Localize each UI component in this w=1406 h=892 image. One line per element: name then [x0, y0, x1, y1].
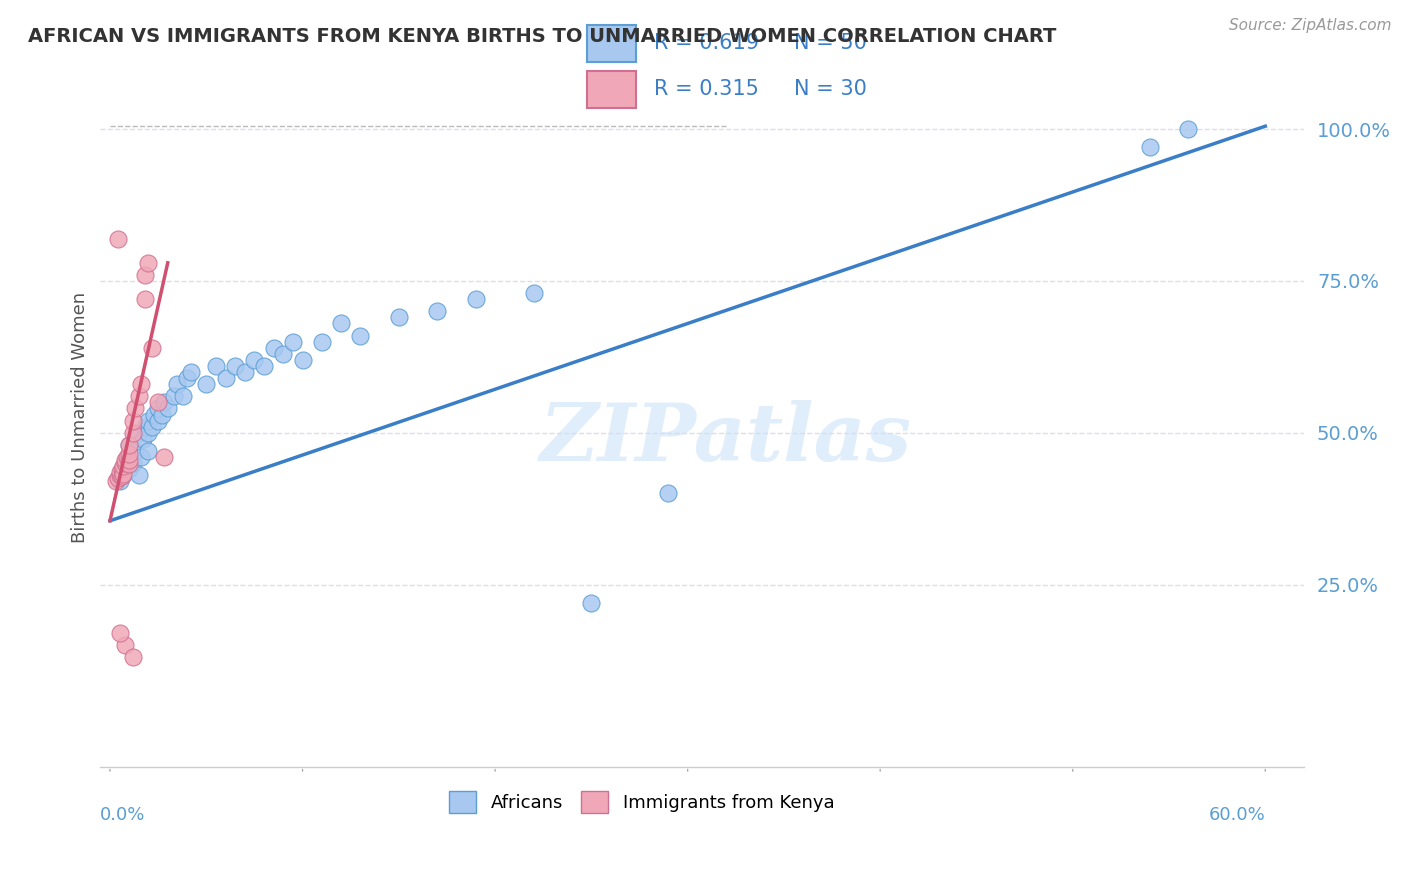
- Point: [124, 444, 146, 458]
- Point: [141, 419, 163, 434]
- Point: [172, 389, 194, 403]
- Point: [128, 425, 150, 440]
- Point: [156, 401, 179, 416]
- Point: [108, 468, 131, 483]
- Point: [195, 377, 218, 392]
- Text: R = 0.315: R = 0.315: [654, 79, 759, 100]
- Point: [214, 371, 236, 385]
- Point: [110, 462, 132, 476]
- Point: [146, 401, 169, 416]
- Point: [104, 475, 127, 489]
- Point: [112, 459, 135, 474]
- FancyBboxPatch shape: [586, 25, 636, 62]
- Point: [112, 468, 135, 483]
- Point: [349, 328, 371, 343]
- FancyBboxPatch shape: [586, 70, 636, 108]
- Point: [143, 408, 166, 422]
- Point: [1177, 122, 1199, 136]
- Point: [253, 359, 276, 373]
- Point: [146, 414, 169, 428]
- Point: [128, 389, 150, 403]
- Point: [243, 352, 266, 367]
- Point: [118, 438, 141, 452]
- Point: [107, 231, 129, 245]
- Point: [263, 341, 285, 355]
- Point: [122, 425, 145, 440]
- Point: [464, 292, 486, 306]
- Text: AFRICAN VS IMMIGRANTS FROM KENYA BIRTHS TO UNMARRIED WOMEN CORRELATION CHART: AFRICAN VS IMMIGRANTS FROM KENYA BIRTHS …: [28, 27, 1056, 45]
- Point: [129, 450, 152, 464]
- Point: [132, 432, 155, 446]
- Point: [180, 365, 202, 379]
- Point: [134, 268, 156, 282]
- Point: [108, 465, 131, 479]
- Point: [426, 304, 449, 318]
- Text: Source: ZipAtlas.com: Source: ZipAtlas.com: [1229, 18, 1392, 33]
- Point: [124, 401, 146, 416]
- Text: 60.0%: 60.0%: [1209, 806, 1265, 824]
- Y-axis label: Births to Unmarried Women: Births to Unmarried Women: [72, 292, 89, 543]
- Point: [118, 447, 141, 461]
- Point: [114, 453, 136, 467]
- Point: [153, 395, 176, 409]
- Point: [118, 450, 141, 464]
- Point: [162, 389, 184, 403]
- Point: [128, 468, 150, 483]
- Point: [291, 352, 314, 367]
- Point: [330, 317, 353, 331]
- Point: [134, 292, 156, 306]
- Point: [1139, 140, 1161, 154]
- Text: N = 50: N = 50: [794, 33, 868, 54]
- Text: N = 30: N = 30: [794, 79, 868, 100]
- Text: R = 0.619: R = 0.619: [654, 33, 759, 54]
- Point: [138, 414, 160, 428]
- Point: [122, 650, 145, 665]
- Point: [122, 414, 145, 428]
- Point: [118, 453, 141, 467]
- Point: [153, 450, 176, 464]
- Legend: Africans, Immigrants from Kenya: Africans, Immigrants from Kenya: [441, 784, 842, 821]
- Point: [150, 408, 173, 422]
- Point: [114, 456, 136, 470]
- Point: [129, 377, 152, 392]
- Point: [281, 334, 304, 349]
- Point: [176, 371, 198, 385]
- Point: [110, 469, 132, 483]
- Point: [112, 467, 135, 481]
- Point: [166, 377, 188, 392]
- Text: 0.0%: 0.0%: [100, 806, 146, 824]
- Point: [138, 256, 160, 270]
- Point: [141, 341, 163, 355]
- Point: [581, 596, 603, 610]
- Point: [311, 334, 333, 349]
- Point: [523, 286, 546, 301]
- Point: [107, 471, 129, 485]
- Point: [657, 486, 679, 500]
- Point: [114, 456, 136, 470]
- Point: [122, 456, 145, 470]
- Text: ZIPatlas: ZIPatlas: [540, 400, 912, 477]
- Point: [205, 359, 228, 373]
- Point: [114, 638, 136, 652]
- Point: [118, 458, 141, 472]
- Point: [388, 310, 411, 325]
- Point: [108, 626, 131, 640]
- Point: [118, 438, 141, 452]
- Point: [134, 419, 156, 434]
- Point: [118, 462, 141, 476]
- Point: [138, 425, 160, 440]
- Point: [233, 365, 256, 379]
- Point: [271, 347, 294, 361]
- Point: [108, 475, 131, 489]
- Point: [224, 359, 246, 373]
- Point: [146, 395, 169, 409]
- Point: [138, 444, 160, 458]
- Point: [117, 450, 139, 464]
